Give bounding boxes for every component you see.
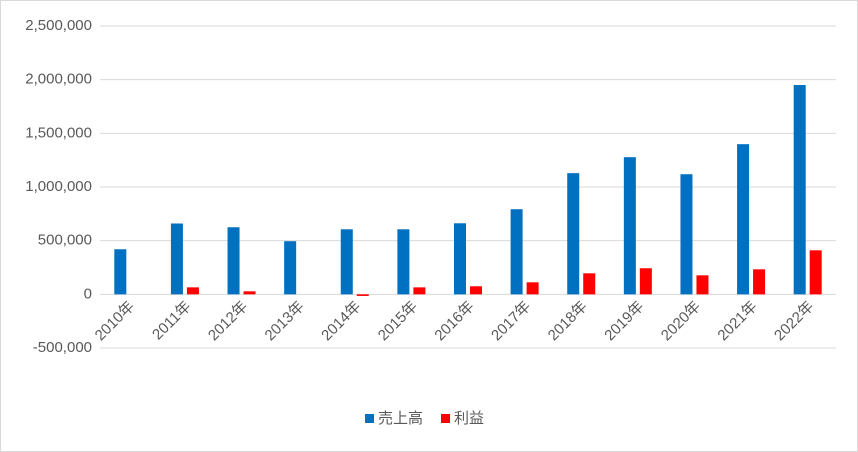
bar [680, 174, 693, 295]
legend-swatch [365, 414, 374, 423]
bar [623, 157, 636, 295]
bar [356, 294, 369, 296]
bar [454, 223, 466, 295]
y-tick-label: 2,500,000 [25, 17, 92, 34]
bar [284, 241, 297, 295]
legend-label: 売上高 [378, 410, 423, 427]
bar [696, 275, 709, 295]
bar [809, 250, 822, 295]
bar [639, 268, 652, 295]
y-tick-label: 500,000 [38, 232, 92, 249]
bar [470, 286, 482, 295]
bar [583, 273, 596, 295]
bar [413, 287, 426, 295]
bar [753, 269, 766, 295]
y-tick-label: 1,500,000 [25, 124, 92, 141]
bar [243, 291, 256, 295]
bar [737, 144, 750, 295]
bar [397, 229, 410, 295]
bar [567, 173, 580, 295]
y-tick-label: 1,000,000 [25, 178, 92, 195]
y-tick-label: -500,000 [33, 339, 92, 356]
y-tick-label: 0 [84, 285, 92, 302]
bar [170, 223, 183, 295]
bar [340, 229, 353, 295]
legend-swatch [441, 414, 451, 423]
bar [510, 209, 523, 295]
bar [227, 227, 240, 295]
legend-label: 利益 [454, 410, 484, 427]
bar [114, 249, 127, 295]
y-tick-label: 2,000,000 [25, 71, 92, 88]
bar [186, 287, 199, 295]
bar [793, 85, 806, 295]
bar [526, 282, 539, 295]
